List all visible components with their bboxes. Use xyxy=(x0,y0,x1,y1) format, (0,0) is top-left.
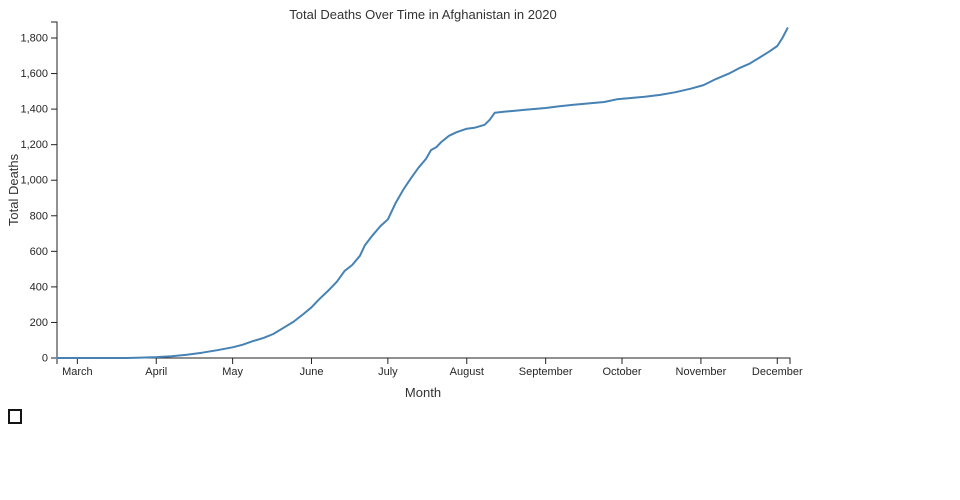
unchecked-checkbox[interactable] xyxy=(8,409,22,424)
y-tick-label: 800 xyxy=(30,210,48,222)
x-tick-label: May xyxy=(222,366,243,378)
y-tick-label: 1,000 xyxy=(20,175,48,187)
chart-title: Total Deaths Over Time in Afghanistan in… xyxy=(289,7,556,22)
x-tick-label: July xyxy=(378,366,398,378)
x-tick-label: April xyxy=(145,366,167,378)
x-tick-label: November xyxy=(676,366,727,378)
y-tick-label: 1,400 xyxy=(20,104,48,116)
x-tick-label: March xyxy=(62,366,93,378)
y-tick-label: 0 xyxy=(42,353,48,365)
x-tick-label: October xyxy=(602,366,641,378)
x-axis: March April May June July August September Octo… xyxy=(56,357,803,378)
y-axis-title: Total Deaths xyxy=(6,153,21,226)
y-tick-label: 1,600 xyxy=(20,68,48,80)
x-axis-title: Month xyxy=(405,385,441,400)
total-deaths-line xyxy=(56,27,789,359)
y-tick-label: 400 xyxy=(30,281,48,293)
x-tick-label: December xyxy=(752,366,803,378)
x-axis-domain xyxy=(56,357,791,364)
x-tick-label: September xyxy=(519,366,573,378)
y-tick-label: 200 xyxy=(30,317,48,329)
y-tick-label: 1,800 xyxy=(20,33,48,45)
y-tick-label: 600 xyxy=(30,246,48,258)
y-axis-domain xyxy=(51,21,58,359)
y-tick-label: 1,200 xyxy=(20,139,48,151)
x-tick-label: August xyxy=(450,366,484,378)
y-axis: 0 200 400 600 800 1,000 1,200 1,400 1,600 1,800 xyxy=(20,21,58,365)
line-chart: Total Deaths Over Time in Afghanistan in… xyxy=(6,7,803,400)
x-tick-label: June xyxy=(300,366,324,378)
chart-canvas: Total Deaths Over Time in Afghanistan in… xyxy=(6,7,803,400)
